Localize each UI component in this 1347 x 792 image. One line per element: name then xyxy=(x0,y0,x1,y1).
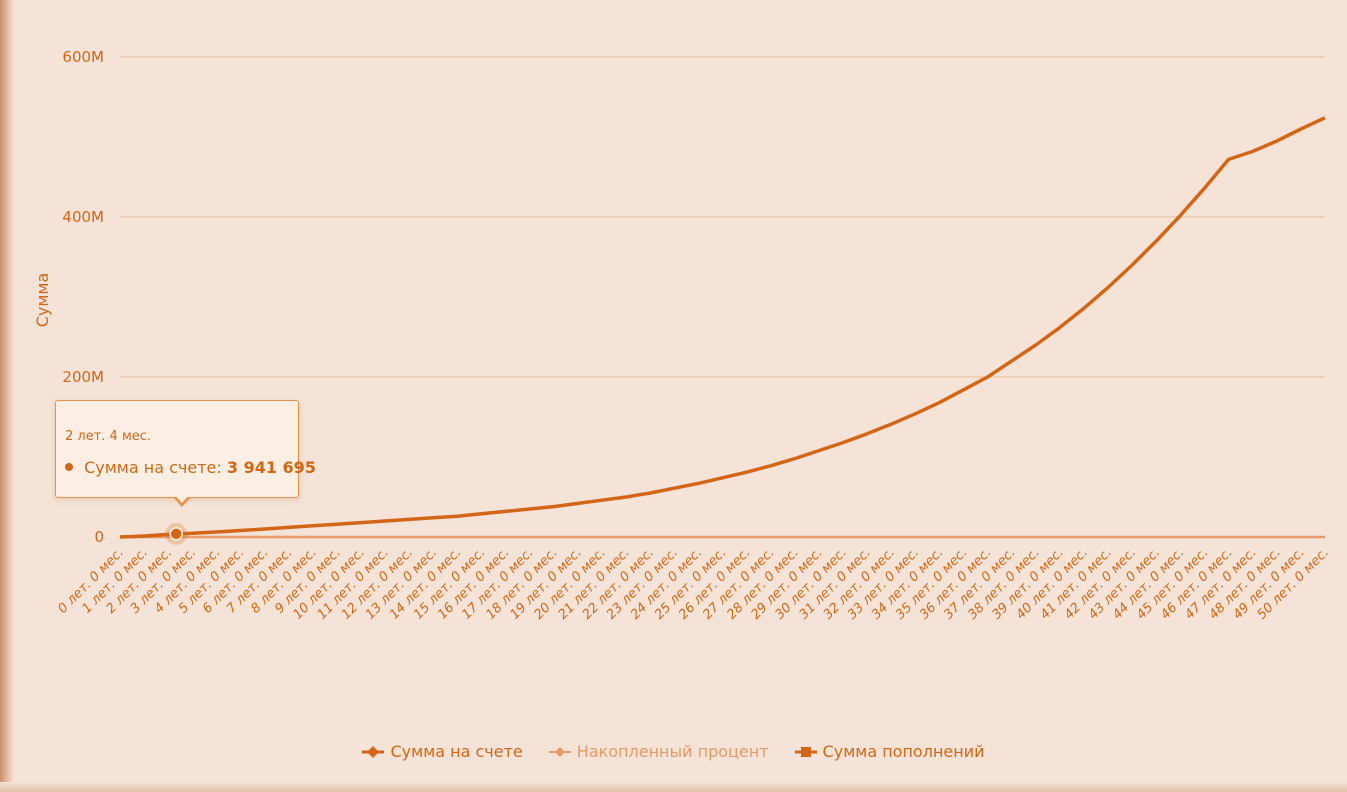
series xyxy=(119,116,1326,539)
legend-marker-diamond-icon xyxy=(362,745,385,758)
y-axis-title: Сумма xyxy=(33,273,52,328)
series-line-account-total xyxy=(119,116,1326,539)
legend-label: Накопленный процент xyxy=(576,742,769,761)
hover-marker xyxy=(165,522,188,545)
x-axis-ticks: 0 лет. 0 мес.1 лет. 0 мес.2 лет. 0 мес.3… xyxy=(55,545,1331,622)
y-axis-ticks: 0 200M 400M 600M xyxy=(62,48,104,546)
tooltip-value: 3 941 695 xyxy=(226,458,316,477)
legend-label: Сумма на счете xyxy=(390,742,523,761)
tooltip-date: 2 лет. 4 мес. xyxy=(65,429,152,444)
legend-item-deposits-total[interactable]: Сумма пополнений xyxy=(794,742,985,761)
tooltip-series-label: Сумма на счете: xyxy=(84,458,222,477)
hover-marker-point xyxy=(169,527,183,541)
tooltip-series-dot xyxy=(65,463,73,471)
legend-item-accrued-interest[interactable]: Накопленный процент xyxy=(548,742,769,761)
legend-marker-square-icon xyxy=(794,746,817,757)
y-tick-label: 0 xyxy=(94,528,104,546)
legend: Сумма на счете Накопленный процент Сумма… xyxy=(0,742,1347,761)
y-tick-label: 200M xyxy=(62,368,104,386)
legend-marker-diamond-icon xyxy=(548,746,571,757)
legend-label: Сумма пополнений xyxy=(822,742,985,761)
left-edge-shadow xyxy=(0,0,14,792)
y-tick-label: 400M xyxy=(62,208,104,226)
tooltip-row: Сумма на счете: 3 941 695 xyxy=(65,458,316,477)
legend-item-account-total[interactable]: Сумма на счете xyxy=(362,742,523,761)
tooltip-arrow-inner xyxy=(175,495,189,503)
y-tick-label: 600M xyxy=(62,48,104,66)
bottom-edge-shadow xyxy=(0,782,1347,792)
tooltip: 2 лет. 4 мес. Сумма на счете: 3 941 695 xyxy=(55,400,316,507)
